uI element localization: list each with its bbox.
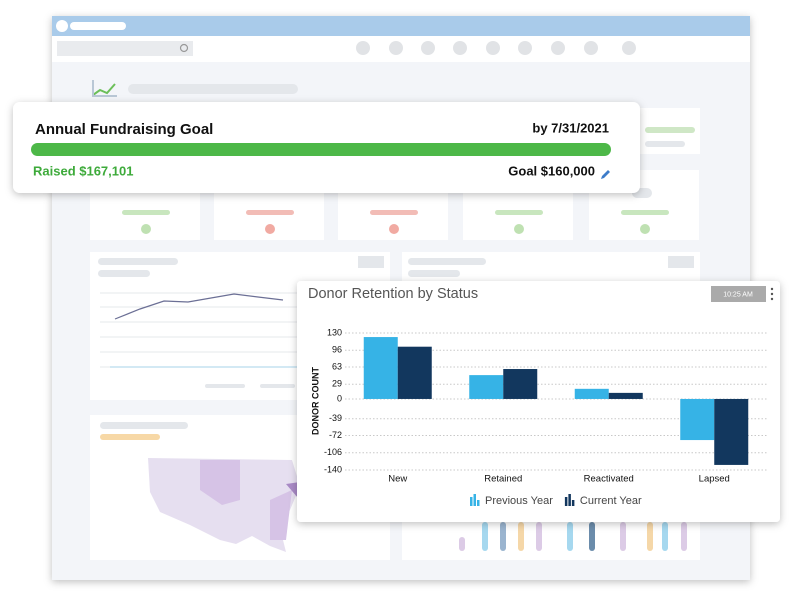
goal-title: Annual Fundraising Goal [35, 121, 213, 138]
chart-card: Donor Retention by Status 10:25 AM DONOR… [297, 281, 780, 522]
progress-bar [31, 143, 611, 156]
goal-amount: Goal $160,000 [508, 163, 595, 178]
timestamp: 10:25 AM [723, 291, 753, 298]
x-tick-label: Reactivated [584, 474, 634, 485]
bar [608, 392, 643, 399]
legend-label: Current Year [580, 495, 642, 507]
menu-icon[interactable] [770, 287, 774, 301]
bar [397, 346, 432, 399]
y-tick-label: -140 [324, 464, 342, 474]
bar [574, 388, 609, 399]
y-tick-label: 96 [332, 345, 342, 355]
legend-icon [564, 497, 568, 506]
bar [503, 369, 538, 399]
goal-card: Annual Fundraising Goal by 7/31/2021 Rai… [13, 102, 640, 193]
y-tick-label: -106 [324, 447, 342, 457]
raised-amount: Raised $167,101 [33, 163, 133, 178]
legend-icon [571, 500, 575, 506]
legend-item: Previous Year [470, 494, 553, 507]
y-tick-label: -72 [329, 430, 342, 440]
bar [680, 398, 715, 441]
legend-label: Previous Year [485, 495, 553, 507]
legend-item: Current Year [564, 494, 642, 507]
legend-icon [473, 494, 476, 506]
x-tick-label: Retained [484, 474, 522, 485]
legend-icon [477, 500, 480, 506]
bar [714, 398, 749, 465]
edit-icon[interactable] [601, 170, 610, 179]
y-tick-label: 130 [327, 327, 342, 337]
timestamp-box [711, 286, 766, 302]
chart-title: Donor Retention by Status [308, 286, 478, 302]
y-tick-label: -39 [329, 413, 342, 423]
y-tick-label: 29 [332, 379, 342, 389]
y-tick-label: 0 [337, 393, 342, 403]
x-tick-label: New [388, 474, 407, 485]
goal-deadline: by 7/31/2021 [532, 120, 609, 135]
chart-panel [297, 281, 780, 522]
y-tick-label: 63 [332, 361, 342, 371]
x-tick-label: Lapsed [699, 474, 730, 485]
y-axis-label: DONOR COUNT [310, 367, 320, 435]
bar [469, 375, 504, 399]
legend-icon [470, 497, 473, 506]
legend-icon [568, 494, 571, 506]
bar [363, 337, 398, 399]
